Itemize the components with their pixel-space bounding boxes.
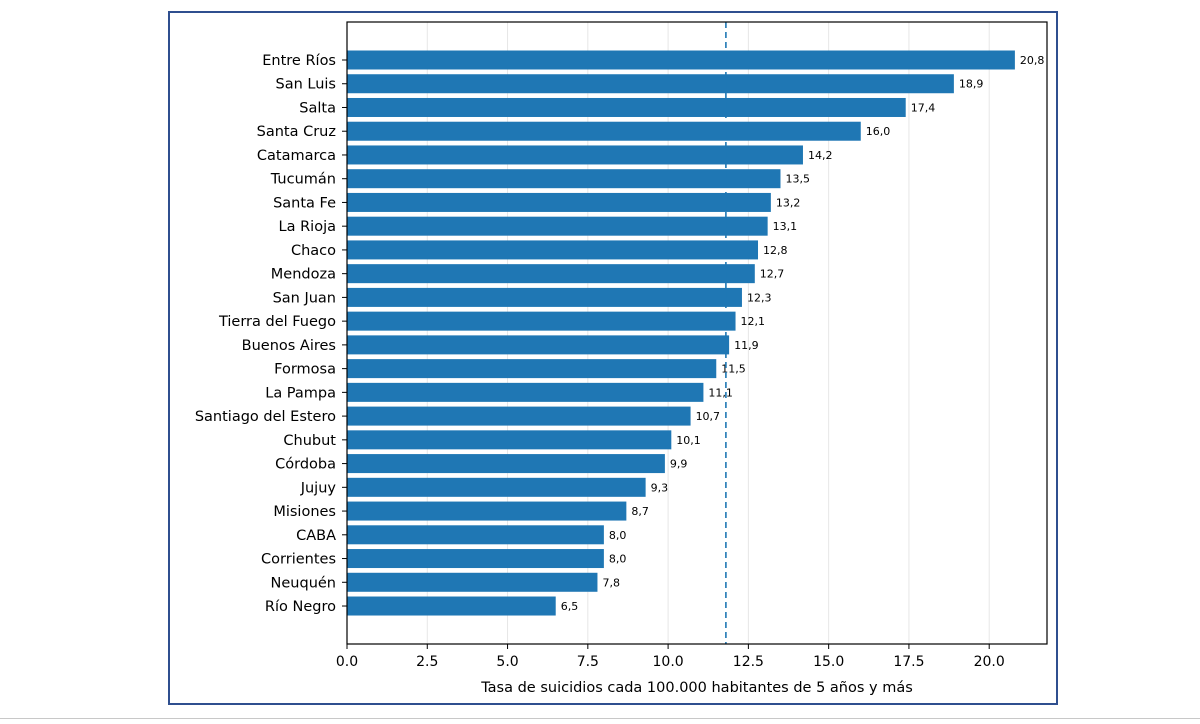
category-label: Chubut	[283, 433, 336, 449]
x-tick-label: 10.0	[653, 654, 684, 670]
value-label: 12,1	[741, 315, 766, 328]
category-label: La Rioja	[279, 219, 336, 235]
value-label: 8,0	[609, 553, 627, 566]
value-label: 13,2	[776, 196, 801, 209]
category-label: San Luis	[276, 77, 337, 93]
y-axis-labels: Entre Ríos San Luis Salta Santa Cruz Catamar…	[195, 53, 347, 615]
category-label: Jujuy	[300, 480, 337, 496]
category-label: Formosa	[274, 362, 336, 378]
bar	[347, 50, 1015, 70]
bar	[347, 572, 598, 592]
bar	[347, 549, 604, 569]
value-label: 10,1	[676, 434, 701, 447]
category-label: Misiones	[273, 504, 336, 520]
category-label: Río Negro	[265, 599, 336, 615]
value-labels: 20,8 18,9 17,4 16,0 14,2 13,5 13,2 13,1 12,8 12,7…	[561, 54, 1045, 613]
bar	[347, 287, 742, 307]
bars	[347, 50, 1015, 616]
category-label: Catamarca	[257, 148, 336, 164]
value-label: 8,0	[609, 529, 627, 542]
category-label: Tucumán	[270, 172, 336, 188]
page-divider	[0, 718, 1200, 719]
bar	[347, 406, 691, 426]
category-label: Santa Cruz	[257, 124, 336, 140]
bar	[347, 311, 736, 331]
x-tick-label: 17.5	[893, 654, 924, 670]
x-axis-label: Tasa de suicidios cada 100.000 habitante…	[480, 680, 913, 696]
x-axis-ticks: 0.0 2.5 5.0 7.5 10.0 12.5 15.0 17.5 20.0	[336, 644, 1005, 670]
category-label: CABA	[296, 528, 336, 544]
category-label: Santa Fe	[273, 195, 336, 211]
category-label: Córdoba	[275, 457, 336, 473]
bar	[347, 74, 954, 94]
bar	[347, 264, 755, 284]
value-label: 12,7	[760, 268, 785, 281]
value-label: 9,9	[670, 458, 688, 471]
bar	[347, 335, 730, 355]
category-label: Santiago del Estero	[195, 409, 336, 425]
value-label: 17,4	[911, 101, 936, 114]
bar	[347, 192, 771, 212]
category-label: Neuquén	[271, 575, 336, 591]
bar	[347, 596, 556, 616]
bar	[347, 240, 759, 260]
value-label: 8,7	[631, 505, 649, 518]
category-label: Mendoza	[271, 267, 336, 283]
value-label: 10,7	[696, 410, 721, 423]
bar	[347, 359, 717, 379]
category-label: Tierra del Fuego	[218, 314, 336, 330]
value-label: 18,9	[959, 78, 984, 91]
bar	[347, 454, 665, 474]
value-label: 7,8	[602, 576, 620, 589]
bar	[347, 145, 803, 165]
value-label: 11,5	[721, 363, 746, 376]
x-tick-label: 7.5	[577, 654, 599, 670]
category-label: Salta	[299, 100, 336, 116]
bar	[347, 97, 906, 117]
value-label: 11,1	[708, 386, 733, 399]
value-label: 9,3	[651, 481, 669, 494]
category-label: Buenos Aires	[242, 338, 336, 354]
category-label: Entre Ríos	[262, 53, 336, 69]
category-label: Chaco	[291, 243, 336, 259]
x-tick-label: 12.5	[733, 654, 764, 670]
value-label: 13,5	[785, 173, 810, 186]
x-tick-label: 2.5	[416, 654, 438, 670]
value-label: 20,8	[1020, 54, 1045, 67]
value-label: 12,8	[763, 244, 788, 257]
value-label: 12,3	[747, 291, 772, 304]
bar	[347, 501, 627, 521]
value-label: 6,5	[561, 600, 579, 613]
bar	[347, 477, 646, 497]
category-label: San Juan	[273, 290, 336, 306]
bar	[347, 216, 768, 236]
bar	[347, 525, 604, 545]
value-label: 11,9	[734, 339, 759, 352]
x-tick-label: 0.0	[336, 654, 358, 670]
bar	[347, 169, 781, 189]
value-label: 16,0	[866, 125, 891, 138]
bar	[347, 430, 672, 450]
value-label: 13,1	[773, 220, 798, 233]
value-label: 14,2	[808, 149, 833, 162]
x-tick-label: 20.0	[974, 654, 1005, 670]
category-label: Corrientes	[261, 552, 336, 568]
x-tick-label: 15.0	[813, 654, 844, 670]
bar	[347, 382, 704, 402]
category-label: La Pampa	[265, 385, 336, 401]
plot-border	[346, 21, 1048, 645]
x-tick-label: 5.0	[496, 654, 518, 670]
bar	[347, 121, 861, 141]
